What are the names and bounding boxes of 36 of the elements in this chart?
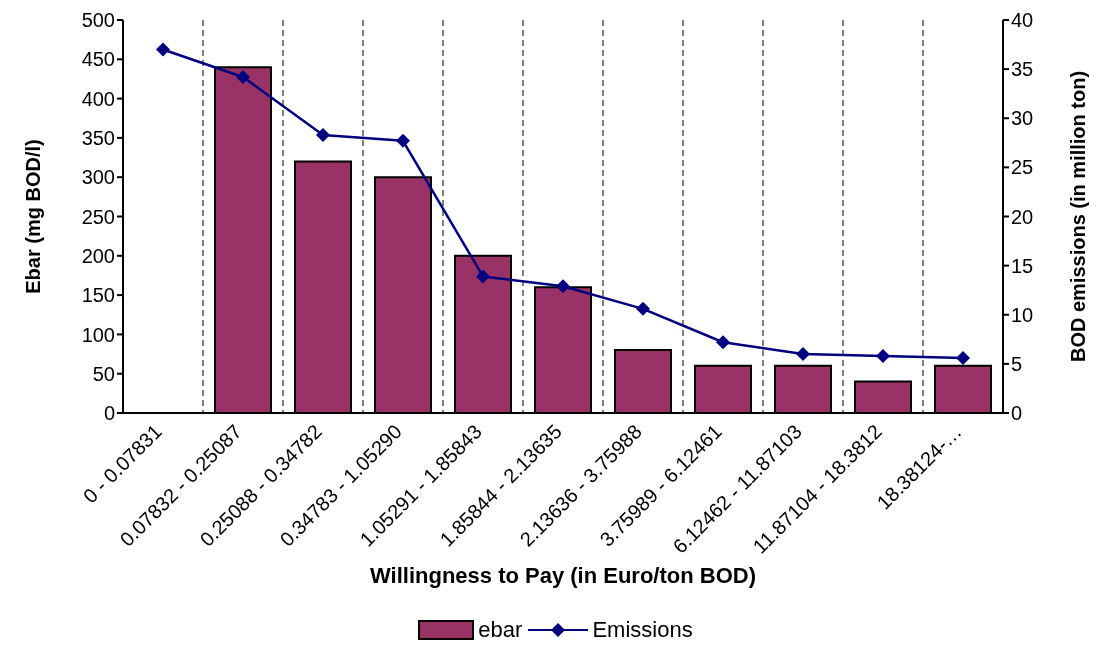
point (716, 335, 730, 350)
point (796, 347, 810, 362)
point (476, 269, 490, 284)
y-tick-label: 200 (81, 244, 115, 267)
y2-axis-title: BOD emissions (in million ton) (1067, 70, 1090, 363)
point (636, 301, 650, 316)
y2-tick-label: 40 (1011, 9, 1034, 32)
y2-tick-label: 15 (1011, 254, 1034, 277)
point (396, 133, 410, 148)
y-tick-label: 150 (81, 284, 115, 307)
point (316, 127, 330, 142)
point (956, 350, 970, 365)
point (156, 42, 170, 57)
legend-label: Emissions (592, 617, 693, 643)
point (876, 349, 890, 364)
y2-tick-label: 0 (1011, 402, 1023, 425)
legend-label: ebar (478, 617, 523, 643)
y2-tick-label: 25 (1011, 156, 1034, 179)
y-tick-label: 0 (103, 402, 115, 425)
point (556, 279, 570, 294)
y2-tick-label: 10 (1011, 303, 1034, 326)
y-tick-label: 100 (81, 323, 115, 346)
y-tick-label: 350 (81, 127, 115, 149)
y-tick-label: 500 (81, 9, 115, 32)
y2-tick-label: 20 (1011, 205, 1034, 228)
y2-tick-label: 30 (1011, 107, 1034, 130)
y2-tick-label: 5 (1011, 352, 1023, 375)
y-tick-label: 50 (92, 362, 115, 385)
x-axis-title: Willingness to Pay (in Euro/ton BOD) (369, 563, 757, 588)
y-tick-label: 250 (81, 205, 115, 228)
y-tick-label: 450 (81, 48, 115, 71)
y2-tick-label: 35 (1011, 58, 1034, 81)
y-tick-label: 400 (81, 87, 115, 110)
y-tick-label: 300 (81, 166, 115, 189)
point (236, 69, 250, 84)
y-axis-title: Ebar (mg BOD/l) (22, 139, 45, 294)
